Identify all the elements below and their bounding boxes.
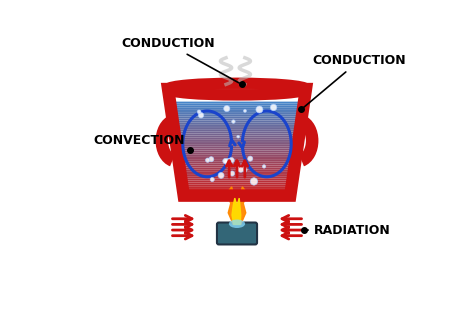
Polygon shape	[183, 192, 291, 194]
Circle shape	[263, 165, 266, 168]
Polygon shape	[170, 115, 304, 117]
Polygon shape	[172, 126, 302, 128]
Circle shape	[237, 135, 239, 138]
Polygon shape	[173, 134, 301, 136]
Polygon shape	[168, 102, 306, 104]
Polygon shape	[182, 188, 292, 190]
Polygon shape	[177, 158, 297, 160]
Circle shape	[243, 169, 246, 173]
Polygon shape	[173, 130, 301, 132]
Polygon shape	[180, 175, 294, 177]
Ellipse shape	[170, 85, 304, 93]
Polygon shape	[227, 187, 247, 224]
Polygon shape	[170, 113, 304, 115]
Polygon shape	[179, 167, 295, 169]
Circle shape	[218, 173, 224, 178]
Ellipse shape	[229, 220, 245, 228]
Circle shape	[232, 120, 235, 123]
Polygon shape	[172, 122, 302, 124]
Circle shape	[225, 159, 231, 165]
Circle shape	[244, 168, 247, 171]
Polygon shape	[174, 141, 300, 143]
Polygon shape	[179, 169, 295, 171]
Polygon shape	[175, 143, 299, 145]
Circle shape	[205, 158, 210, 162]
Circle shape	[248, 156, 253, 161]
Text: CONVECTION: CONVECTION	[93, 134, 190, 150]
Polygon shape	[176, 149, 298, 150]
Polygon shape	[183, 190, 291, 192]
Polygon shape	[173, 128, 301, 130]
Polygon shape	[182, 186, 292, 188]
Polygon shape	[178, 164, 296, 166]
Circle shape	[237, 165, 245, 172]
Circle shape	[224, 106, 230, 112]
Polygon shape	[178, 160, 296, 162]
Polygon shape	[174, 139, 300, 141]
Polygon shape	[171, 118, 303, 120]
Circle shape	[228, 157, 234, 163]
Circle shape	[229, 171, 235, 176]
Polygon shape	[177, 156, 297, 158]
Polygon shape	[174, 137, 300, 139]
Circle shape	[250, 178, 258, 185]
Polygon shape	[175, 147, 299, 149]
Text: CONDUCTION: CONDUCTION	[303, 54, 406, 108]
Polygon shape	[175, 145, 299, 147]
Polygon shape	[181, 180, 293, 182]
Circle shape	[223, 158, 228, 164]
Polygon shape	[181, 177, 293, 179]
Polygon shape	[174, 136, 300, 137]
Polygon shape	[177, 154, 297, 156]
Polygon shape	[179, 166, 295, 167]
Circle shape	[256, 106, 263, 113]
Polygon shape	[232, 198, 241, 224]
Circle shape	[244, 109, 246, 112]
Circle shape	[197, 110, 201, 114]
Polygon shape	[176, 150, 298, 152]
Polygon shape	[173, 132, 301, 134]
Polygon shape	[182, 184, 292, 186]
Polygon shape	[182, 182, 292, 184]
Polygon shape	[180, 171, 294, 173]
Polygon shape	[171, 117, 303, 118]
Circle shape	[209, 157, 214, 162]
FancyBboxPatch shape	[217, 222, 257, 245]
Polygon shape	[169, 107, 305, 109]
Text: CONDUCTION: CONDUCTION	[121, 37, 239, 83]
Polygon shape	[169, 105, 305, 107]
Polygon shape	[170, 111, 304, 113]
Polygon shape	[178, 162, 296, 164]
Polygon shape	[172, 124, 302, 126]
Polygon shape	[169, 109, 305, 111]
Polygon shape	[171, 120, 303, 122]
Circle shape	[270, 104, 277, 111]
Circle shape	[198, 112, 204, 118]
Polygon shape	[176, 152, 298, 154]
Polygon shape	[181, 179, 293, 180]
Polygon shape	[168, 104, 306, 105]
Text: RADIATION: RADIATION	[307, 223, 391, 237]
Circle shape	[210, 178, 214, 182]
Polygon shape	[183, 194, 291, 196]
Polygon shape	[180, 173, 294, 175]
